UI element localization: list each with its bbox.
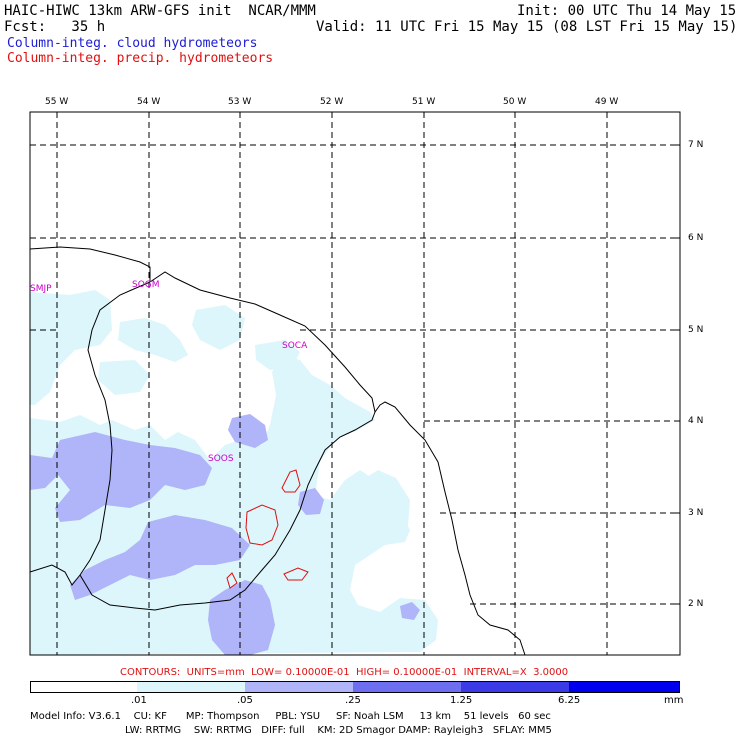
station-label: SOGM xyxy=(132,280,160,290)
colorbar-label: .25 xyxy=(345,695,361,706)
colorbar-segment-2 xyxy=(137,681,245,693)
station-label: SOOS xyxy=(208,454,234,464)
coastline-borders xyxy=(29,246,526,656)
forecast-hour: Fcst: 35 h xyxy=(4,19,106,35)
precip-contour xyxy=(283,567,309,581)
colorbar-label: .05 xyxy=(237,695,253,706)
lon-label: 52 W xyxy=(320,97,344,107)
border-line xyxy=(79,411,376,611)
lon-label: 51 W xyxy=(412,97,436,107)
station-label: SOCA xyxy=(282,341,308,351)
colorbar-segment-3 xyxy=(245,681,353,693)
map-frame xyxy=(29,111,681,656)
lon-label: 53 W xyxy=(228,97,252,107)
lat-label: 4 N xyxy=(688,416,704,426)
precip-contour xyxy=(281,469,301,493)
cloud-shading-medium xyxy=(30,414,420,655)
hydrometeor-shading xyxy=(30,290,438,655)
colorbar-label: .01 xyxy=(131,695,147,706)
border-line xyxy=(29,281,151,586)
lat-label: 5 N xyxy=(688,325,704,335)
lon-label: 55 W xyxy=(45,97,69,107)
lon-label: 49 W xyxy=(595,97,619,107)
graticule xyxy=(30,112,680,655)
lon-label: 50 W xyxy=(503,97,527,107)
precip-contour xyxy=(245,504,279,546)
lon-label: 54 W xyxy=(137,97,161,107)
legend-cloud: Column-integ. cloud hydrometeors xyxy=(7,36,258,51)
colorbar-segment-1 xyxy=(30,681,137,693)
valid-time: Valid: 11 UTC Fri 15 May 15 (08 LST Fri … xyxy=(316,19,738,35)
cloud-shading-light xyxy=(30,290,438,655)
axis-ticks xyxy=(56,112,680,605)
precip-contours xyxy=(226,469,309,589)
lat-label: 7 N xyxy=(688,140,704,150)
lat-label: 6 N xyxy=(688,233,704,243)
plot-title: HAIC-HIWC 13km ARW-GFS init NCAR/MMM xyxy=(4,3,316,19)
contours-info: CONTOURS: UNITS=mm LOW= 0.10000E-01 HIGH… xyxy=(120,667,569,678)
colorbar-label: 6.25 xyxy=(558,695,581,706)
colorbar-units: mm xyxy=(664,695,684,706)
lat-label: 3 N xyxy=(688,508,704,518)
precip-contour xyxy=(226,572,238,589)
lat-label: 2 N xyxy=(688,599,704,609)
colorbar-segment-4 xyxy=(353,681,461,693)
colorbar-segment-6 xyxy=(569,681,680,693)
coastline xyxy=(149,271,526,656)
legend-precip: Column-integ. precip. hydrometeors xyxy=(7,51,274,66)
model-info-line1: Model Info: V3.6.1 CU: KF MP: Thompson P… xyxy=(30,711,551,722)
border-line xyxy=(29,246,151,282)
colorbar-label: 1.25 xyxy=(450,695,473,706)
init-time: Init: 00 UTC Thu 14 May 15 xyxy=(517,3,737,19)
colorbar-segment-5 xyxy=(461,681,569,693)
station-label: SMJP xyxy=(30,284,52,294)
model-info-line2: LW: RRTMG SW: RRTMG DIFF: full KM: 2D Sm… xyxy=(125,725,552,736)
